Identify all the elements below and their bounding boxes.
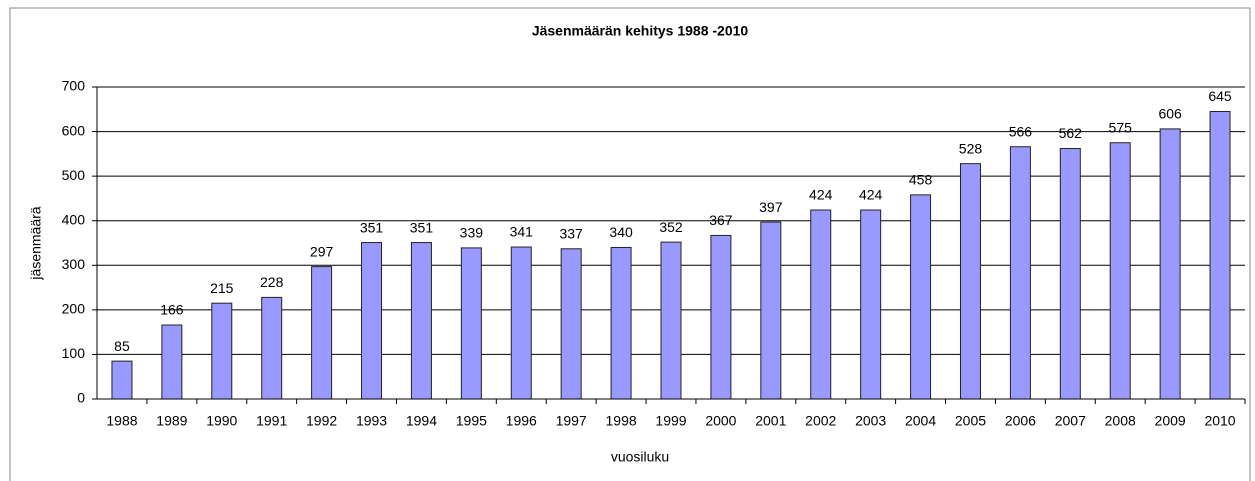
bar xyxy=(460,247,482,400)
value-label: 397 xyxy=(759,199,783,215)
value-label: 367 xyxy=(709,212,733,228)
bar xyxy=(1059,148,1081,400)
bar xyxy=(710,234,732,400)
x-tick-label: 2000 xyxy=(705,413,736,429)
y-tick-label: 300 xyxy=(62,256,86,272)
x-tick-label: 1991 xyxy=(256,413,287,429)
value-label: 351 xyxy=(360,219,384,235)
bar xyxy=(810,209,832,400)
x-axis-label: vuosiluku xyxy=(611,449,669,465)
bar xyxy=(311,266,333,400)
value-label: 166 xyxy=(160,302,184,318)
bar xyxy=(261,296,283,400)
bar xyxy=(610,246,632,400)
value-label: 337 xyxy=(559,225,583,241)
bar xyxy=(1109,142,1131,400)
value-label: 228 xyxy=(260,274,284,290)
y-tick-label: 400 xyxy=(62,211,86,227)
y-tick-label: 600 xyxy=(62,122,86,138)
value-label: 458 xyxy=(909,172,933,188)
x-tick-label: 2003 xyxy=(855,413,886,429)
x-tick-label: 1997 xyxy=(556,413,587,429)
x-tick-label: 1994 xyxy=(406,413,437,429)
value-label: 340 xyxy=(609,224,633,240)
x-tick-label: 1999 xyxy=(655,413,686,429)
bar xyxy=(1209,111,1231,400)
value-label: 575 xyxy=(1109,119,1133,135)
bar xyxy=(211,302,233,400)
value-label: 562 xyxy=(1059,125,1083,141)
x-tick-label: 2006 xyxy=(1005,413,1036,429)
y-tick-label: 100 xyxy=(62,345,86,361)
bar xyxy=(510,246,532,400)
bar xyxy=(361,242,383,400)
x-tick-label: 2002 xyxy=(805,413,836,429)
bar xyxy=(161,324,183,400)
value-label: 352 xyxy=(659,219,683,235)
bar xyxy=(410,242,432,400)
value-label: 339 xyxy=(460,225,484,241)
value-label: 606 xyxy=(1158,106,1182,122)
value-label: 566 xyxy=(1009,123,1033,139)
x-tick-label: 2010 xyxy=(1204,413,1235,429)
bar xyxy=(1009,146,1031,400)
bar xyxy=(910,194,932,400)
value-label: 528 xyxy=(959,140,983,156)
y-tick-label: 500 xyxy=(62,167,86,183)
x-tick-label: 1998 xyxy=(606,413,637,429)
value-label: 351 xyxy=(410,219,434,235)
x-tick-label: 2007 xyxy=(1055,413,1086,429)
x-tick-label: 1988 xyxy=(106,413,137,429)
bar xyxy=(560,248,582,400)
value-label: 645 xyxy=(1208,88,1232,104)
value-label: 424 xyxy=(809,187,833,203)
bar xyxy=(860,209,882,400)
value-label: 424 xyxy=(859,187,883,203)
y-tick-label: 700 xyxy=(62,78,86,94)
y-tick-label: 0 xyxy=(77,390,85,406)
x-tick-label: 1992 xyxy=(306,413,337,429)
chart-title: Jäsenmäärän kehitys 1988 -2010 xyxy=(532,23,749,39)
value-label: 341 xyxy=(510,224,534,240)
value-label: 215 xyxy=(210,280,234,296)
x-tick-label: 2009 xyxy=(1155,413,1186,429)
x-tick-label: 1996 xyxy=(506,413,537,429)
bar xyxy=(959,163,981,400)
x-tick-label: 2005 xyxy=(955,413,986,429)
x-tick-label: 2004 xyxy=(905,413,936,429)
bar xyxy=(660,241,682,400)
bar xyxy=(111,360,133,400)
bar xyxy=(760,221,782,400)
y-tick-label: 200 xyxy=(62,301,86,317)
x-tick-label: 2008 xyxy=(1105,413,1136,429)
x-tick-label: 1995 xyxy=(456,413,487,429)
x-tick-label: 1993 xyxy=(356,413,387,429)
bar xyxy=(1159,128,1181,400)
y-axis-label: jäsenmäärä xyxy=(28,206,44,280)
x-tick-label: 1990 xyxy=(206,413,237,429)
x-tick-label: 1989 xyxy=(156,413,187,429)
value-label: 85 xyxy=(114,338,130,354)
x-tick-label: 2001 xyxy=(755,413,786,429)
value-label: 297 xyxy=(310,243,334,259)
